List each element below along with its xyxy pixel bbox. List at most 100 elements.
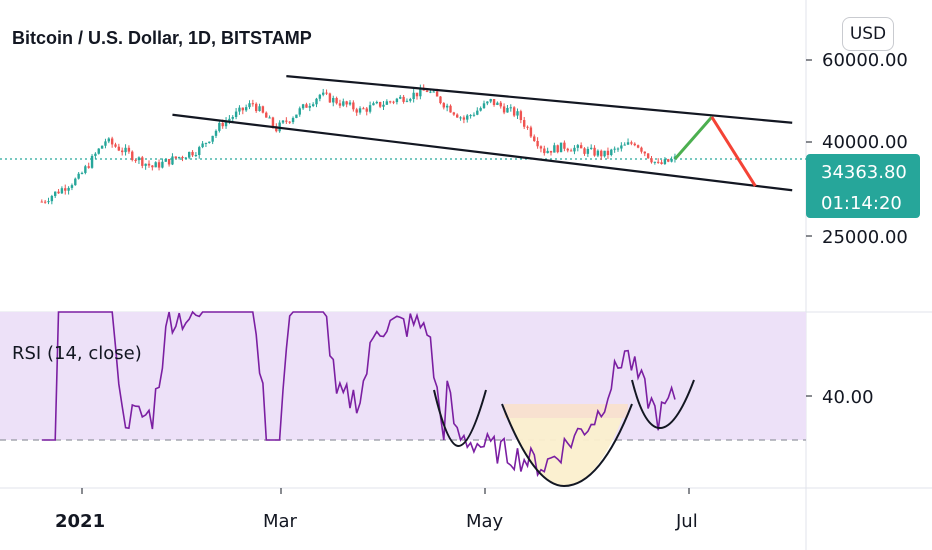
candle-body	[573, 147, 576, 152]
candle-body	[667, 159, 670, 162]
candle-body	[271, 117, 275, 127]
candle-body	[579, 145, 583, 149]
candle-body	[456, 114, 459, 118]
candle-body	[466, 115, 469, 120]
candle-body	[174, 156, 177, 159]
candle-body	[47, 201, 50, 203]
time-label-may: May	[466, 511, 504, 532]
time-label-mar: Mar	[263, 511, 298, 532]
candle-body	[429, 91, 432, 93]
candle-body	[70, 185, 74, 188]
candle-body	[54, 191, 57, 196]
candle-body	[415, 92, 419, 97]
candle-body	[60, 188, 64, 194]
candle-body	[496, 102, 499, 105]
candle-body	[409, 99, 412, 101]
candle-body	[107, 138, 110, 142]
currency-button[interactable]: USD	[842, 17, 894, 51]
candle-body	[214, 130, 218, 136]
candle-body	[362, 108, 365, 110]
candle-body	[358, 108, 362, 113]
candle-body	[529, 127, 533, 137]
candle-body	[620, 145, 623, 149]
candle-body	[576, 145, 579, 148]
candle-body	[208, 141, 211, 143]
candle-body	[84, 166, 87, 173]
price-tick-label: 60000.00	[822, 50, 908, 71]
candle-body	[198, 147, 201, 155]
candle-body	[161, 161, 164, 168]
candle-body	[342, 101, 345, 106]
candle-body	[610, 149, 613, 156]
candle-body	[94, 153, 97, 156]
candle-body	[255, 103, 258, 112]
candle-body	[516, 111, 519, 116]
rsi-tick-label: 40.00	[822, 387, 874, 408]
rsi-cup-fill-top	[504, 404, 628, 418]
candle-body	[231, 117, 234, 119]
rsi-title[interactable]: RSI (14, close)	[12, 343, 142, 364]
candle-body	[261, 106, 265, 113]
candle-body	[569, 150, 573, 152]
rsi-arc-middle[interactable]	[501, 403, 633, 488]
candle-body	[653, 161, 657, 163]
candle-body	[378, 101, 382, 107]
candle-body	[181, 156, 184, 159]
candle-body	[623, 144, 626, 146]
projection-up-line[interactable]	[673, 116, 713, 161]
candle-body	[110, 138, 114, 145]
candle-body	[395, 98, 399, 103]
candle-body	[124, 147, 127, 153]
candle-body	[519, 111, 523, 121]
candle-body	[506, 107, 509, 113]
candle-body	[80, 172, 84, 174]
candles-group	[40, 84, 677, 205]
candle-body	[144, 163, 147, 166]
candle-body	[613, 148, 616, 150]
candle-body	[301, 104, 305, 109]
rsi-arc-right[interactable]	[631, 379, 695, 430]
candle-body	[234, 111, 238, 118]
candle-body	[549, 150, 553, 153]
candle-body	[204, 142, 208, 144]
candle-body	[305, 104, 308, 108]
candle-body	[425, 90, 429, 92]
candle-body	[104, 141, 107, 146]
rsi-arc-left[interactable]	[433, 389, 487, 447]
rsi-band	[0, 312, 806, 440]
time-label-jul: Jul	[675, 511, 698, 532]
candle-body	[539, 146, 543, 149]
candle-body	[121, 150, 124, 153]
candle-body	[87, 166, 90, 168]
candle-body	[523, 120, 526, 127]
chart-title[interactable]: Bitcoin / U.S. Dollar, 1D, BITSTAMP	[12, 28, 312, 48]
candle-body	[141, 157, 144, 166]
candle-body	[402, 96, 405, 102]
candle-body	[43, 201, 47, 203]
candle-body	[626, 142, 630, 145]
candle-body	[512, 107, 516, 116]
candle-body	[348, 102, 352, 105]
candle-body	[476, 110, 479, 115]
channel-upper-line[interactable]	[286, 75, 793, 124]
candle-body	[509, 107, 512, 109]
candle-body	[117, 146, 121, 151]
candle-body	[298, 108, 301, 115]
last-price-label: 34363.80	[821, 162, 907, 183]
channel-lower-line[interactable]	[172, 113, 793, 192]
candle-body	[248, 103, 251, 108]
candle-body	[469, 115, 472, 117]
candle-body	[154, 162, 157, 168]
projection-down-line[interactable]	[710, 116, 757, 187]
candle-body	[218, 122, 221, 131]
candle-body	[630, 142, 633, 144]
candle-body	[600, 150, 603, 157]
candle-body	[311, 104, 315, 106]
candle-body	[332, 97, 335, 103]
candle-body	[238, 107, 241, 112]
candle-body	[499, 102, 502, 107]
candle-body	[392, 101, 395, 103]
candle-body	[318, 94, 322, 99]
candle-body	[452, 112, 456, 115]
